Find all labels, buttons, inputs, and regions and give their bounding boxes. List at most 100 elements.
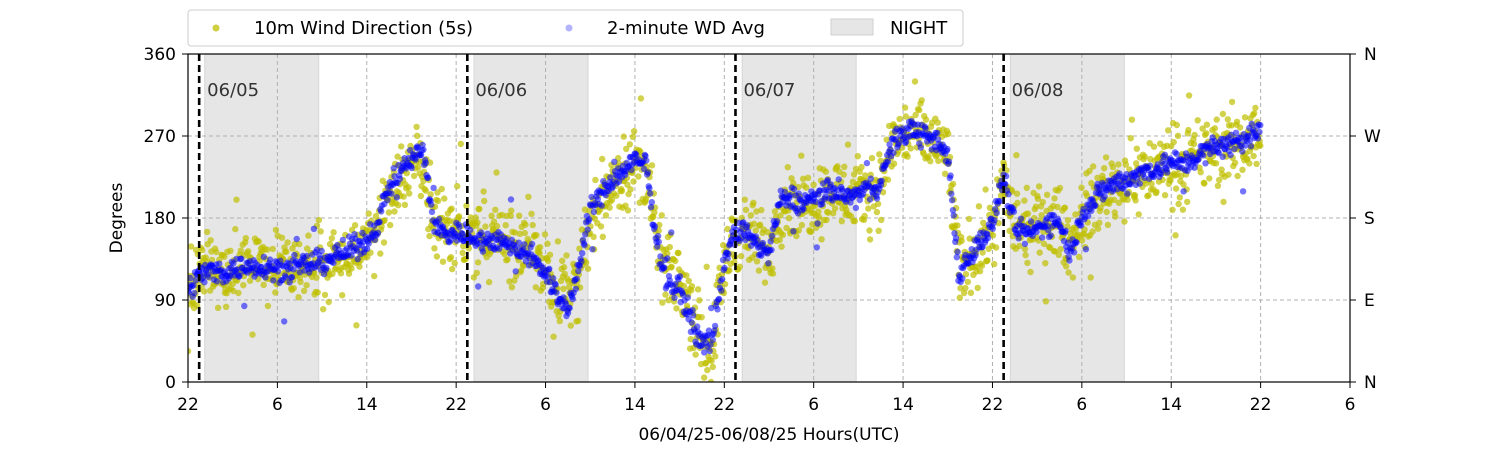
point-wind-5s — [742, 206, 750, 213]
point-wind-5s — [240, 282, 247, 289]
point-wd-avg — [945, 158, 953, 165]
point-wind-5s — [516, 212, 523, 219]
point-wind-5s — [188, 243, 195, 250]
point-wind-5s — [707, 378, 715, 382]
point-wd-avg — [867, 175, 874, 182]
point-wd-avg — [790, 185, 798, 193]
point-wind-5s — [559, 257, 566, 264]
y-tick-label: 180 — [144, 209, 176, 229]
x-axis-title: 06/04/25-06/08/25 Hours(UTC) — [638, 425, 899, 445]
point-wind-5s — [685, 277, 692, 285]
point-wd-avg — [216, 260, 223, 267]
point-wind-5s — [680, 282, 688, 290]
point-wd-avg — [388, 190, 395, 197]
point-wind-5s — [394, 153, 401, 160]
point-wd-avg — [781, 188, 788, 196]
point-wind-5s — [583, 259, 590, 266]
point-wd-avg — [718, 287, 725, 294]
point-wd-avg — [1232, 129, 1240, 136]
point-wd-avg — [711, 322, 719, 330]
x-tick-label: 6 — [1345, 395, 1356, 415]
point-wd-avg — [709, 336, 716, 343]
point-wd-avg — [615, 178, 623, 185]
point-wind-5s — [954, 222, 961, 229]
point-wind-5s — [991, 260, 998, 268]
point-wind-5s — [438, 185, 445, 193]
point-wind-5s — [272, 226, 280, 234]
point-wind-5s — [1233, 118, 1241, 126]
point-wind-5s — [1167, 177, 1174, 184]
point-wind-5s — [303, 282, 310, 289]
point-wind-5s — [481, 197, 488, 205]
point-wind-5s — [958, 237, 965, 244]
point-wd-avg — [393, 194, 400, 201]
point-wd-avg — [478, 229, 485, 236]
point-wind-5s — [1055, 251, 1063, 258]
point-wd-avg — [884, 158, 892, 165]
point-wd-avg — [1073, 239, 1080, 246]
point-wd-avg — [1227, 151, 1234, 159]
point-wind-5s — [532, 284, 539, 291]
point-wind-5s — [1216, 176, 1223, 184]
point-wd-avg — [661, 264, 668, 271]
point-wind-5s — [227, 247, 234, 254]
point-wind-5s — [431, 245, 438, 252]
point-wd-avg — [282, 274, 289, 281]
y-tick-label: 0 — [165, 373, 176, 393]
point-wd-avg — [584, 226, 591, 233]
point-wind-5s — [666, 243, 673, 251]
point-wd-avg — [475, 283, 482, 290]
point-wd-avg — [1033, 228, 1040, 235]
point-wind-5s — [330, 229, 337, 236]
legend-label-wind-5s: 10m Wind Direction (5s) — [254, 18, 473, 39]
point-wind-5s — [353, 322, 360, 329]
point-wind-5s — [1069, 274, 1077, 281]
point-wind-5s — [249, 331, 256, 338]
point-wind-5s — [1148, 180, 1155, 188]
point-wind-5s — [541, 231, 549, 238]
point-wind-5s — [622, 202, 629, 209]
point-wind-5s — [1027, 268, 1034, 276]
point-wind-5s — [1078, 184, 1085, 191]
point-wind-5s — [490, 218, 498, 225]
point-wind-5s — [875, 227, 882, 234]
point-wind-5s — [214, 304, 222, 311]
point-wind-5s — [245, 248, 252, 255]
point-wd-avg — [288, 273, 296, 281]
point-wind-5s — [648, 162, 656, 169]
point-wd-avg — [1002, 181, 1009, 188]
point-wind-5s — [575, 317, 582, 324]
point-wind-5s — [799, 175, 807, 182]
point-wind-5s — [851, 217, 858, 225]
point-wind-5s — [1127, 135, 1134, 142]
point-wd-avg — [569, 295, 576, 303]
day-labels: 06/05 06/06 06/07 06/08 — [207, 80, 1063, 101]
point-wind-5s — [823, 216, 830, 224]
point-wind-5s — [1065, 269, 1072, 276]
point-wd-avg — [467, 226, 474, 234]
series-wd-avg — [188, 118, 1264, 356]
point-wind-5s — [339, 292, 346, 299]
legend-marker-wd-avg — [565, 24, 573, 32]
point-wind-5s — [439, 258, 447, 265]
point-wind-5s — [237, 247, 244, 254]
point-wind-5s — [242, 235, 249, 242]
point-wind-5s — [380, 239, 388, 246]
point-wd-avg — [1180, 188, 1187, 195]
point-wind-5s — [351, 222, 359, 229]
point-wd-avg — [330, 259, 337, 267]
point-wind-5s — [1214, 182, 1222, 189]
point-wind-5s — [1115, 161, 1122, 168]
point-wind-5s — [405, 184, 412, 191]
point-wd-avg — [984, 234, 992, 242]
point-wd-avg — [1045, 226, 1052, 234]
point-wd-avg — [688, 319, 695, 326]
y2-tick-label: W — [1364, 127, 1381, 147]
point-wind-5s — [1180, 181, 1187, 188]
point-wd-avg — [672, 280, 679, 288]
y2-tick-label: S — [1364, 209, 1375, 229]
point-wind-5s — [1175, 200, 1182, 208]
point-wd-avg — [1247, 143, 1255, 150]
point-wind-5s — [818, 236, 825, 243]
